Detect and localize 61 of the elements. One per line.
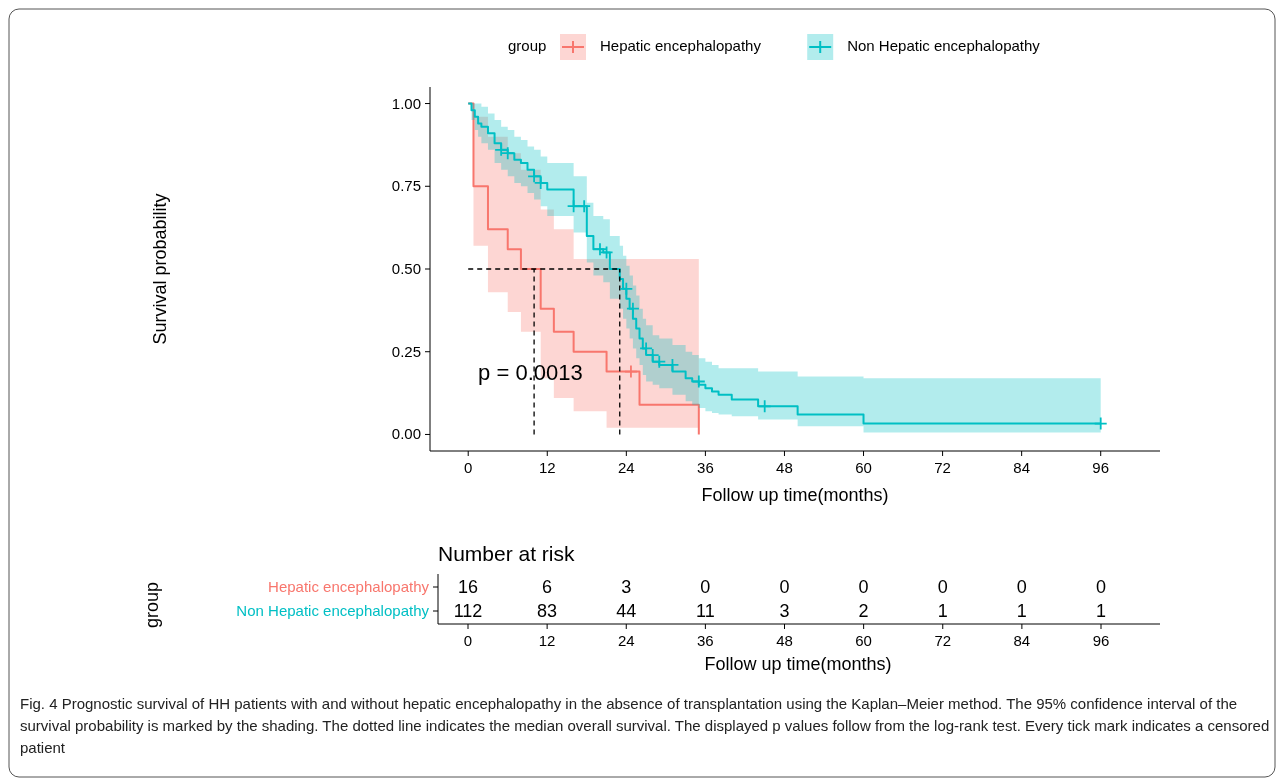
x-axis-title: Follow up time(months) [704, 654, 892, 674]
x-tick-label: 84 [1013, 459, 1030, 476]
point [619, 281, 634, 296]
chart-title: Number at risk [438, 542, 576, 565]
data-label: 83 [537, 601, 558, 621]
x-tick-label: 84 [1013, 632, 1031, 649]
data-label: 2 [858, 601, 869, 621]
data-label: 0 [1095, 577, 1107, 597]
x-tick-label: 48 [776, 632, 793, 649]
x-tick-label: 72 [934, 632, 952, 649]
point [757, 399, 772, 414]
data-label: 1 [1095, 601, 1107, 621]
y-tick-label: Non Hepatic encephalopathy [236, 602, 430, 619]
data-label: 3 [779, 601, 790, 621]
y-tick-label: 0.50 [391, 260, 421, 277]
data-label: 0 [937, 577, 948, 597]
point [691, 374, 706, 389]
legend-label: Hepatic encephalopathy [600, 37, 762, 54]
y-axis-title: Survival probability [150, 193, 170, 345]
data-label: 16 [457, 577, 479, 597]
y-tick-label: 0.25 [391, 342, 421, 360]
x-tick-label: 12 [538, 632, 556, 649]
data-label: 11 [696, 601, 715, 621]
y-tick-label: 0.00 [391, 425, 421, 443]
x-tick-label: 60 [855, 632, 872, 649]
point [566, 199, 581, 214]
x-tick-label: 72 [934, 459, 951, 476]
point [1093, 416, 1108, 431]
point [577, 199, 592, 214]
x-tick-label: 0 [464, 459, 473, 476]
x-tick-label: 24 [617, 459, 635, 476]
x-tick-label: 36 [697, 459, 714, 476]
x-tick-label: 60 [855, 459, 872, 476]
data-label: 0 [1016, 577, 1027, 597]
y-tick-label: 0.75 [391, 177, 421, 195]
data-label: 44 [616, 601, 637, 621]
data-label: 1 [1016, 601, 1027, 621]
y-tick-label: Hepatic encephalopathy [268, 578, 430, 595]
y-tick-label: 1.00 [391, 94, 421, 112]
x-tick-label: 96 [1092, 459, 1110, 476]
point [626, 301, 640, 316]
annotation: p = 0.0013 [478, 359, 583, 385]
y-axis-title: group [142, 581, 162, 629]
x-tick-label: 12 [538, 459, 556, 476]
x-tick-label: 48 [776, 459, 793, 476]
data-label: 1 [937, 601, 948, 621]
data-label: 0 [779, 577, 790, 597]
data-label: 0 [858, 577, 869, 597]
legend-title: group [508, 37, 547, 54]
point [624, 364, 638, 379]
caption: Fig. 4 Prognostic survival of HH patients with and without hepatic encephalopathy in the absence of transplantation using the Kaplan–Meier method. The 95% confidence interval of the survival probability is marked by the shading. The dotted line indicates the median overall survival. The displayed p values follow from the log-rank test. Every tick mark indicates a censored patient [20, 694, 1270, 758]
data-label: 3 [621, 577, 632, 597]
x-tick-label: 36 [697, 632, 714, 649]
data-label: 6 [542, 577, 553, 597]
x-tick-label: 0 [463, 632, 473, 649]
legend-label: Non Hepatic encephalopathy [847, 37, 1041, 54]
x-axis-title: Follow up time(months) [701, 485, 889, 505]
x-tick-label: 96 [1092, 632, 1110, 649]
data-label: 0 [700, 577, 711, 597]
x-tick-label: 24 [617, 632, 635, 649]
data-label: 112 [453, 601, 483, 621]
